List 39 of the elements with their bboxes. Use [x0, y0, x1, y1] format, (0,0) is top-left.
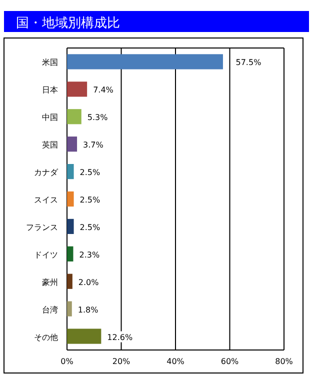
bar	[67, 54, 223, 70]
data-label: 2.5%	[80, 222, 101, 232]
x-tick-label: 20%	[112, 357, 131, 366]
x-tick-label: 80%	[275, 357, 294, 366]
bar	[67, 136, 78, 152]
chart-title: 国・地域別構成比	[16, 16, 120, 31]
bar	[67, 301, 72, 316]
data-label: 1.8%	[78, 305, 99, 314]
y-tick-label: 英国	[42, 140, 58, 150]
bar	[67, 109, 82, 124]
data-label: 12.6%	[107, 332, 133, 342]
data-label: 2.5%	[80, 168, 101, 178]
bar	[67, 218, 74, 234]
y-tick-label: 中国	[42, 113, 58, 122]
y-tick-label: 台湾	[42, 305, 58, 314]
bar	[67, 328, 102, 344]
bar	[67, 164, 74, 180]
data-label: 2.0%	[78, 278, 100, 287]
data-label: 2.5%	[80, 196, 101, 204]
y-tick-label: 米国	[42, 58, 58, 68]
data-label: 2.3%	[79, 250, 100, 260]
bar	[67, 246, 74, 262]
bar	[67, 82, 88, 97]
y-tick-label: スイス	[34, 196, 58, 204]
y-tick-label: その他	[34, 332, 58, 342]
x-tick-label: 0%	[60, 357, 74, 366]
y-tick-label: カナダ	[34, 168, 59, 178]
y-tick-label: 豪州	[42, 278, 58, 287]
y-tick-label: 日本	[42, 86, 58, 95]
data-label: 57.5%	[236, 58, 262, 68]
y-tick-label: ドイツ	[34, 250, 58, 260]
data-label: 7.4%	[93, 86, 114, 95]
data-label: 3.7%	[83, 140, 104, 150]
data-label: 5.3%	[87, 113, 108, 122]
bar	[67, 274, 72, 289]
bar	[67, 191, 74, 207]
y-tick-label: フランス	[26, 222, 58, 232]
x-tick-label: 40%	[166, 357, 185, 366]
x-tick-label: 60%	[220, 357, 240, 366]
